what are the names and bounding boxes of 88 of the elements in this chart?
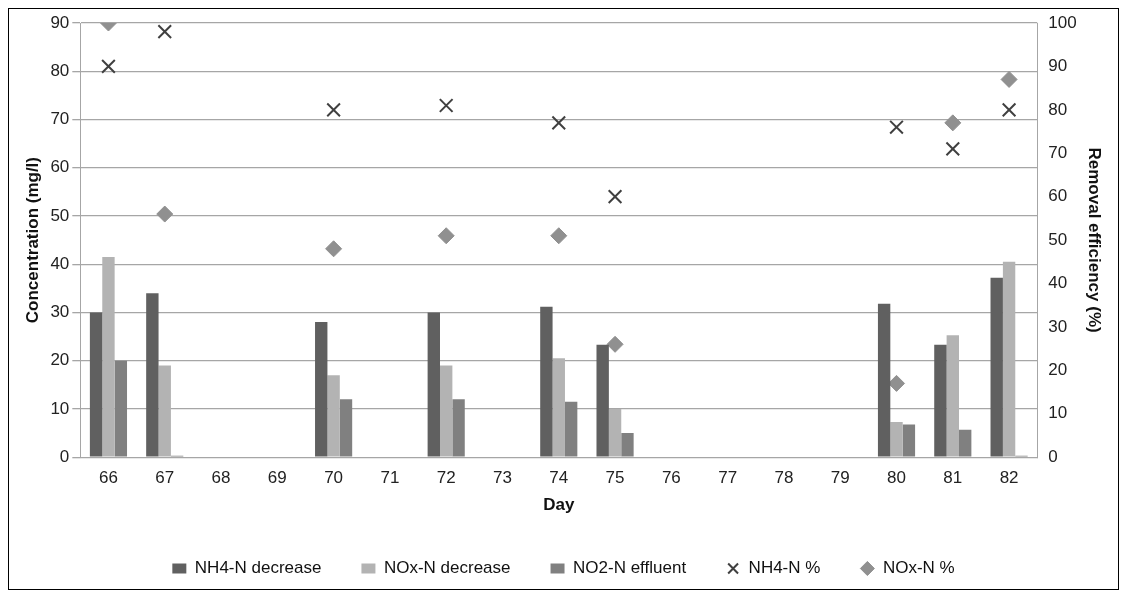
x-tick-label: 76 (661, 468, 681, 488)
bar (564, 401, 578, 457)
bar (552, 358, 565, 457)
y2-tick-label: 20 (1048, 360, 1068, 380)
legend-label: NO2-N effluent (573, 558, 687, 578)
bar (890, 421, 903, 457)
y2-tick-label: 50 (1048, 229, 1068, 249)
point (944, 114, 962, 132)
bar (596, 344, 609, 457)
point (550, 227, 568, 245)
bar (540, 306, 553, 457)
bar (158, 365, 171, 457)
x-tick-label: 71 (380, 468, 400, 488)
y-tick-label: 60 (50, 157, 70, 177)
bar (89, 312, 103, 457)
y-tick-label: 0 (59, 446, 70, 466)
bar (958, 429, 972, 457)
y2-tick-label: 30 (1048, 316, 1068, 336)
bar (934, 344, 947, 457)
x-tick-label: 67 (155, 468, 175, 488)
point (607, 189, 623, 205)
point (326, 102, 341, 118)
bar (946, 335, 959, 457)
bar (427, 312, 440, 457)
point (325, 240, 343, 258)
y-tick-label: 90 (50, 12, 70, 32)
x-tick-label: 73 (493, 468, 512, 488)
x-tick-label: 72 (436, 468, 456, 488)
y-tick-label: 20 (50, 350, 70, 370)
point (101, 59, 116, 74)
legend-label: NH4-N % (748, 558, 821, 578)
y-tick-label: 30 (50, 302, 70, 322)
bar (1002, 261, 1016, 457)
point (437, 227, 455, 245)
y-tick-label: 70 (50, 109, 70, 129)
y2-tick-label: 60 (1048, 186, 1068, 206)
bar (608, 408, 622, 457)
y-tick-label: 80 (50, 60, 70, 80)
y2-tick-label: 90 (1048, 56, 1068, 76)
x-tick-label: 66 (98, 468, 118, 488)
point (606, 335, 624, 353)
x-tick-label: 82 (999, 468, 1019, 488)
point (1000, 70, 1018, 88)
x-tick-label: 70 (324, 468, 344, 488)
point (438, 98, 454, 113)
x-tick-label: 81 (943, 468, 963, 488)
bar (902, 424, 916, 457)
y2-tick-label: 10 (1048, 403, 1068, 423)
bar (114, 360, 128, 457)
x-tick-label: 74 (549, 468, 569, 488)
y-tick-label: 10 (50, 398, 70, 418)
bar (877, 303, 891, 457)
x-tick-label: 75 (605, 468, 625, 488)
bar (315, 322, 328, 457)
x-tick-label: 79 (830, 468, 850, 488)
legend-label: NH4-N decrease (194, 558, 322, 578)
point (945, 141, 961, 157)
bar (440, 365, 453, 457)
x-tick-label: 68 (211, 468, 231, 488)
bar (102, 256, 115, 457)
y-tick-label: 40 (50, 253, 70, 273)
y2-axis-title: Removal efficiency (%) (1085, 147, 1105, 333)
y2-tick-label: 100 (1048, 12, 1077, 32)
x-tick-label: 80 (887, 468, 906, 488)
point (1001, 102, 1017, 118)
y2-tick-label: 80 (1048, 99, 1068, 119)
x-tick-label: 77 (718, 468, 738, 488)
bar (327, 375, 340, 457)
bar (990, 277, 1003, 457)
point (551, 115, 567, 131)
point (889, 119, 904, 135)
legend-label: NOx-N decrease (383, 558, 511, 578)
x-axis-title: Day (543, 495, 575, 515)
y2-tick-label: 40 (1048, 273, 1068, 293)
point (888, 374, 906, 392)
y-axis-title: Concentration (mg/l) (22, 156, 42, 324)
x-tick-label: 69 (267, 468, 287, 488)
bar (621, 433, 634, 457)
y-tick-label: 50 (50, 205, 70, 225)
bar (146, 293, 159, 457)
bar (452, 399, 465, 457)
legend-label: NOx-N % (882, 558, 955, 578)
x-tick-label: 78 (774, 468, 794, 488)
point (157, 24, 173, 40)
bar (339, 399, 353, 457)
y2-tick-label: 70 (1048, 142, 1068, 162)
point (156, 205, 174, 223)
y2-tick-label: 0 (1048, 446, 1058, 466)
